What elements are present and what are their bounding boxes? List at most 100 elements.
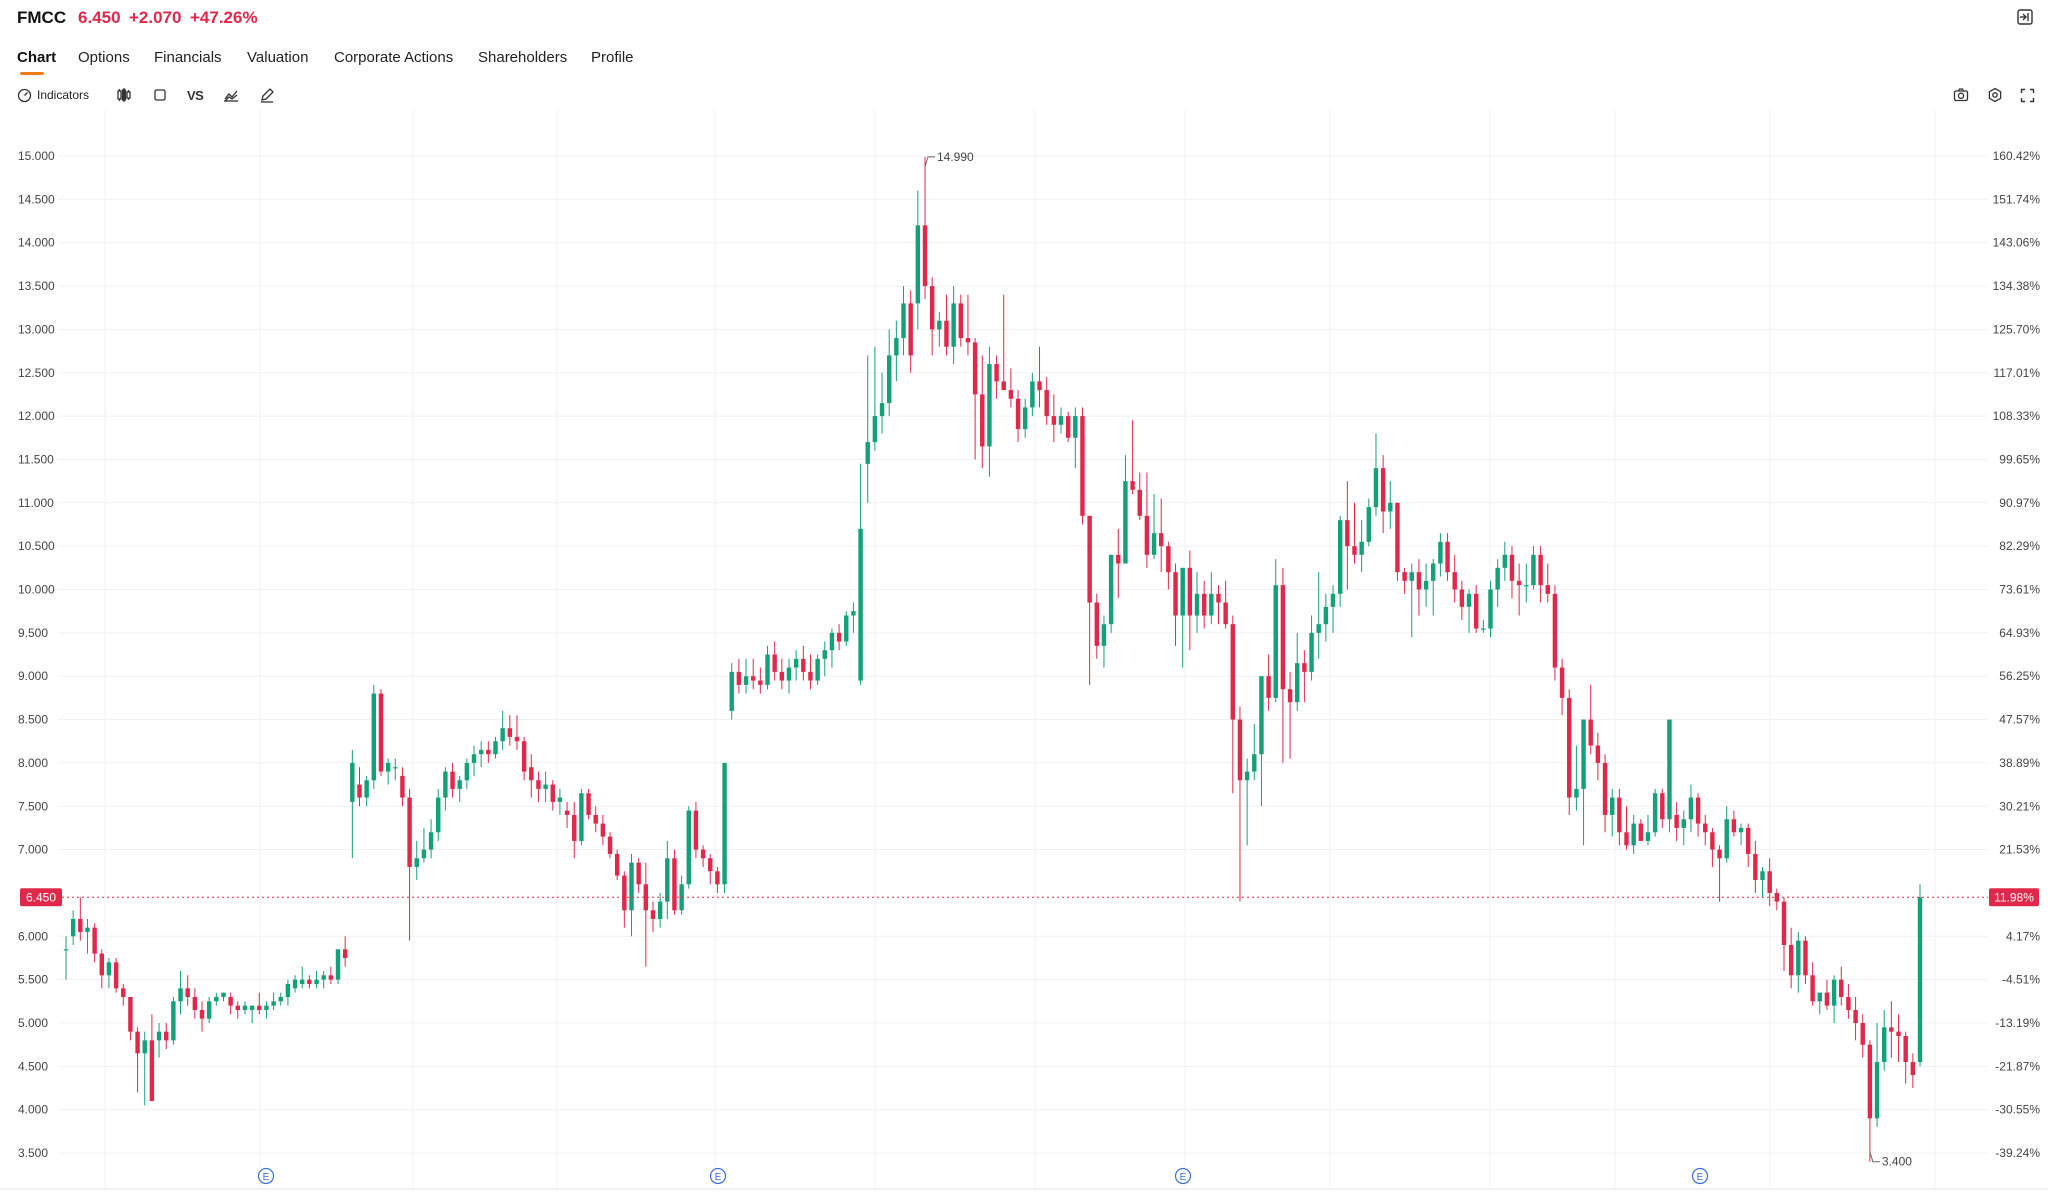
candle-body (242, 1005, 248, 1010)
earnings-event-marker[interactable] (709, 1167, 727, 1185)
candle-body (708, 858, 713, 872)
candle-body (292, 979, 298, 989)
candle-body (1015, 398, 1021, 430)
candle-body (1280, 585, 1286, 690)
earnings-event-marker[interactable] (257, 1167, 275, 1185)
candle-body (1194, 593, 1200, 616)
candle-body (1166, 546, 1171, 573)
area-chart-icon[interactable] (223, 85, 239, 105)
low-price-marker: 3.400 (1882, 1155, 1912, 1169)
candle-body (1180, 567, 1185, 616)
candle-body (1581, 719, 1586, 789)
candle-body (428, 832, 434, 850)
candle-body (235, 1005, 241, 1010)
candle-body (342, 949, 348, 958)
candle-body (1910, 1062, 1916, 1076)
tab-valuation[interactable]: Valuation (247, 49, 309, 66)
candle-body (1516, 580, 1522, 586)
camera-icon[interactable] (1953, 85, 1969, 105)
candle-body (507, 728, 513, 737)
candle-body (436, 797, 441, 833)
compare-button[interactable]: VS (187, 85, 204, 105)
candle-body (829, 632, 835, 651)
tab-profile[interactable]: Profile (591, 49, 634, 66)
candle-body (743, 676, 749, 685)
fullscreen-icon[interactable] (2020, 85, 2035, 105)
candle-body (1337, 520, 1343, 594)
candle-body (1853, 1009, 1858, 1023)
candle-body (1087, 515, 1092, 603)
candle-body (1724, 819, 1729, 859)
candle-body (779, 671, 785, 681)
candle-body (156, 1031, 162, 1041)
y-axis-tick-label: 5.500 (18, 973, 48, 987)
candle-body (493, 741, 498, 755)
candle-body (815, 658, 820, 681)
candle-body (1452, 572, 1457, 590)
candle-body (1860, 1023, 1865, 1045)
candle-body (249, 1005, 255, 1010)
y-axis-percent-tick-label: -30.55% (1995, 1103, 2040, 1117)
tab-corporate-actions[interactable]: Corporate Actions (334, 49, 454, 66)
candle-body (1001, 381, 1006, 391)
square-icon[interactable] (153, 85, 167, 105)
candle-body (1488, 589, 1493, 629)
candle-body (1745, 827, 1751, 854)
candle-body (400, 775, 405, 798)
candle-body (1223, 602, 1228, 625)
candle-body (1831, 979, 1837, 1006)
candle-body (321, 975, 326, 980)
candle-body (793, 658, 799, 668)
candle-body (965, 338, 971, 343)
pen-draw-icon[interactable] (259, 85, 275, 105)
candle-body (1359, 541, 1364, 555)
candle-body (915, 225, 921, 304)
candle-body (1101, 624, 1107, 646)
candle-body (1473, 593, 1479, 629)
candle-body (1867, 1044, 1873, 1119)
candle-body (314, 979, 319, 984)
candle-body (1846, 996, 1851, 1010)
candle-body (1617, 797, 1622, 833)
candle-body (1688, 797, 1694, 820)
indicators-button[interactable]: Indicators (17, 85, 89, 105)
candle-body (1116, 554, 1121, 564)
tab-shareholders[interactable]: Shareholders (478, 49, 568, 66)
candle-body (980, 394, 985, 447)
candle-body (1731, 819, 1737, 833)
candle-body (378, 693, 384, 772)
candle-body (1008, 390, 1014, 399)
candle-body (1237, 719, 1243, 781)
tab-financials[interactable]: Financials (154, 49, 222, 66)
candle-body (1187, 567, 1193, 616)
candle-body (929, 286, 935, 330)
candle-body (736, 671, 742, 685)
candle-body (300, 979, 305, 984)
candle-body (786, 667, 792, 681)
candle-body (63, 949, 69, 951)
y-axis-tick-label: 12.500 (18, 366, 55, 380)
candlestick-chart[interactable]: 15.000 160.42% 14.500 151.74% 14.000 143.06% 1… (0, 110, 2048, 1193)
candle-body (1366, 507, 1372, 542)
settings-icon[interactable] (1987, 85, 2003, 105)
active-tab-indicator (20, 72, 44, 75)
tab-chart[interactable]: Chart (17, 49, 57, 66)
candle-body (536, 780, 541, 789)
y-axis-percent-tick-label: 38.89% (1999, 756, 2040, 770)
candle-body (922, 225, 928, 287)
candle-body (192, 996, 198, 1010)
y-axis-percent-tick-label: 134.38% (1993, 279, 2041, 293)
tab-options[interactable]: Options (78, 49, 130, 66)
earnings-event-marker[interactable] (1174, 1167, 1192, 1185)
y-axis-tick-label: 11.000 (18, 496, 54, 510)
candle-body (607, 836, 613, 854)
candle-body (335, 949, 341, 980)
candle-body (206, 1001, 212, 1019)
exit-icon[interactable] (2016, 8, 2034, 26)
candlestick-icon[interactable] (116, 85, 132, 105)
candle-body (393, 767, 398, 769)
candle-body (1065, 416, 1071, 438)
candle-body (443, 771, 448, 798)
candle-body (643, 884, 649, 911)
earnings-event-marker[interactable] (1691, 1167, 1709, 1185)
